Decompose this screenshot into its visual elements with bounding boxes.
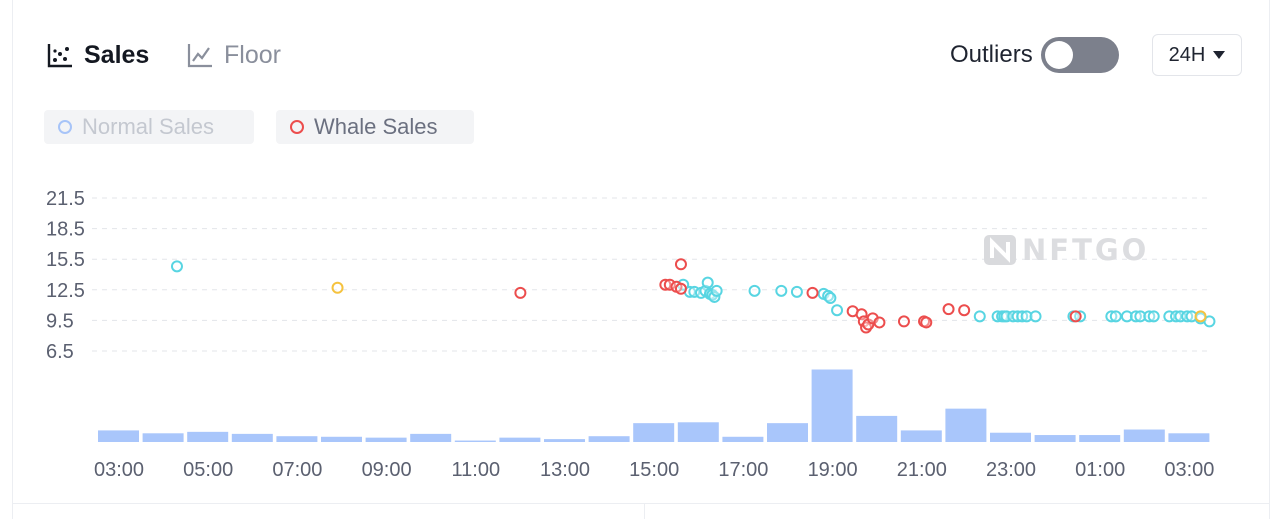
whale-sale-point[interactable] — [958, 304, 971, 317]
volume-bar — [633, 423, 675, 442]
normal-sale-point[interactable] — [1203, 315, 1216, 328]
volume-bar — [544, 439, 585, 442]
normal-sale-point[interactable] — [1134, 310, 1147, 323]
sale-point[interactable] — [1194, 310, 1207, 323]
outliers-toggle[interactable] — [1040, 37, 1119, 73]
whale-sales-marker-icon — [290, 120, 304, 134]
volume-bar — [1168, 433, 1210, 442]
sale-point[interactable] — [331, 281, 344, 294]
x-tick-label: 03:00 — [1164, 459, 1214, 481]
whale-sale-point[interactable] — [514, 286, 527, 299]
volume-bar — [588, 436, 630, 442]
volume-bar — [811, 369, 853, 442]
volume-bar — [410, 433, 452, 442]
x-tick-label: 21:00 — [897, 459, 947, 481]
nftgo-watermark: NFTGO — [984, 233, 1149, 267]
y-tick-label: 9.5 — [46, 310, 74, 332]
volume-bar — [231, 433, 273, 442]
normal-sale-point[interactable] — [1020, 310, 1033, 323]
legend-normal-sales[interactable]: Normal Sales — [44, 110, 254, 144]
whale-sale-point[interactable] — [942, 303, 955, 316]
outliers-control: Outliers — [950, 37, 1119, 73]
normal-sale-point[interactable] — [790, 285, 803, 298]
x-tick-label: 09:00 — [362, 459, 412, 481]
legend-whale-sales[interactable]: Whale Sales — [276, 110, 474, 144]
normal-sale-point[interactable] — [1147, 310, 1160, 323]
volume-bar — [321, 436, 362, 442]
tab-sales-label: Sales — [84, 40, 150, 69]
volume-bar — [142, 433, 184, 442]
volume-bar — [1079, 435, 1121, 442]
whale-sale-point[interactable] — [897, 315, 910, 328]
whale-sale-point[interactable] — [1069, 310, 1082, 323]
tab-floor-label: Floor — [224, 40, 281, 69]
normal-sale-point[interactable] — [748, 284, 761, 297]
whale-sale-point[interactable] — [674, 282, 687, 295]
normal-sale-point[interactable] — [1029, 310, 1042, 323]
y-tick-label: 6.5 — [46, 341, 74, 363]
volume-bar — [1123, 429, 1165, 442]
volume-bar — [187, 431, 229, 442]
volume-bar — [677, 422, 719, 442]
x-tick-label: 05:00 — [183, 459, 233, 481]
volume-bar — [856, 415, 898, 442]
volume-bar — [945, 408, 987, 442]
legend-whale-label: Whale Sales — [314, 114, 438, 139]
normal-sale-point[interactable] — [831, 304, 844, 317]
sales-chart-card — [12, 0, 1270, 519]
volume-bar — [98, 430, 139, 442]
normal-sale-point[interactable] — [824, 291, 837, 304]
volume-bar — [276, 436, 318, 442]
x-tick-label: 15:00 — [629, 459, 679, 481]
y-tick-label: 15.5 — [46, 249, 85, 271]
watermark-text: NFTGO — [1022, 233, 1149, 267]
toggle-knob — [1044, 41, 1073, 69]
normal-sale-point[interactable] — [1120, 310, 1133, 323]
whale-sale-point[interactable] — [674, 258, 687, 271]
volume-bar — [722, 436, 764, 442]
normal-sale-point[interactable] — [1109, 310, 1122, 323]
normal-sales-marker-icon — [58, 120, 72, 134]
normal-sale-point[interactable] — [973, 310, 986, 323]
y-tick-label: 12.5 — [46, 280, 85, 302]
x-tick-label: 13:00 — [540, 459, 590, 481]
whale-sale-point[interactable] — [806, 286, 819, 299]
volume-bar — [990, 432, 1031, 442]
card-column-separator — [644, 504, 645, 519]
x-tick-label: 19:00 — [808, 459, 858, 481]
whale-sale-point[interactable] — [920, 316, 933, 329]
x-tick-label: 23:00 — [986, 459, 1036, 481]
x-tick-label: 01:00 — [1075, 459, 1125, 481]
volume-bar — [454, 440, 496, 442]
x-tick-label: 07:00 — [272, 459, 322, 481]
legend-normal-label: Normal Sales — [82, 114, 215, 139]
volume-bar — [499, 437, 541, 442]
y-tick-label: 18.5 — [46, 219, 85, 241]
tab-floor[interactable]: Floor — [186, 38, 281, 72]
normal-sale-point[interactable] — [710, 284, 723, 297]
x-tick-label: 17:00 — [718, 459, 768, 481]
caret-down-icon — [1213, 46, 1226, 64]
y-tick-label: 21.5 — [46, 188, 85, 210]
tab-sales[interactable]: Sales — [46, 38, 149, 72]
time-range-select[interactable]: 24H — [1152, 34, 1242, 76]
scatter-chart-icon — [46, 41, 74, 69]
volume-bar — [767, 423, 808, 442]
volume-bar — [900, 430, 942, 442]
normal-sale-point[interactable] — [701, 276, 714, 289]
volume-bar — [1034, 435, 1076, 442]
normal-sale-point[interactable] — [170, 260, 183, 273]
x-tick-label: 03:00 — [94, 459, 144, 481]
outliers-label: Outliers — [950, 41, 1033, 68]
card-divider — [13, 503, 1269, 504]
volume-bar — [365, 437, 407, 442]
time-range-label: 24H — [1168, 43, 1206, 66]
line-chart-icon — [186, 41, 214, 69]
whale-sale-point[interactable] — [873, 316, 886, 329]
normal-sale-point[interactable] — [775, 284, 788, 297]
x-tick-label: 11:00 — [452, 459, 501, 481]
